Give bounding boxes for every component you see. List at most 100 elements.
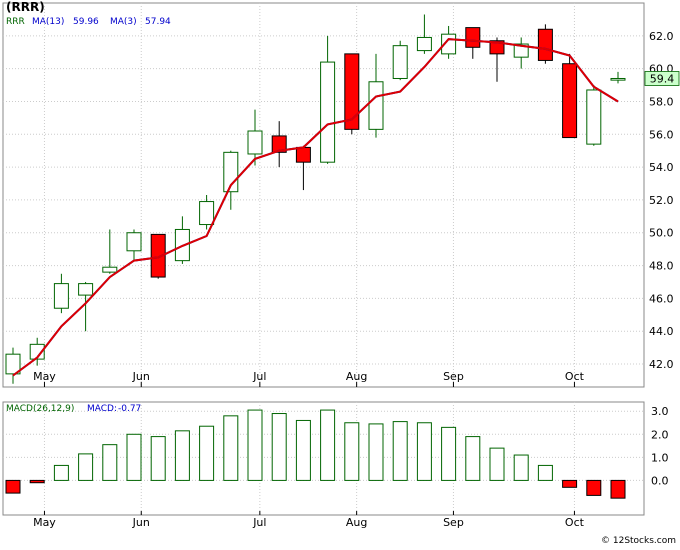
macd-bar-negative <box>586 479 602 496</box>
macd-bar <box>150 436 166 481</box>
price-y-tick-label: 52.0 <box>649 194 674 207</box>
macd-x-tick-label: Jun <box>132 516 150 529</box>
candle-body-up <box>5 353 21 375</box>
price-y-axis: 42.044.046.048.050.052.054.056.058.060.0… <box>649 30 674 371</box>
macd-bar <box>174 430 190 481</box>
candle <box>513 37 529 69</box>
price-x-tick-label: Aug <box>346 370 367 383</box>
candle-body-up <box>53 283 69 309</box>
macd-bar <box>102 444 118 481</box>
macd-bar <box>295 419 311 481</box>
copyright: © 12Stocks.com <box>601 536 676 546</box>
macd-bar <box>320 409 336 481</box>
macd-bar-negative <box>610 479 626 499</box>
ma3-line <box>12 38 619 377</box>
candle <box>344 53 360 135</box>
candle-body-down <box>537 28 553 61</box>
macd-bar <box>199 425 215 481</box>
macd-x-tick-label: Sep <box>443 516 464 529</box>
candle <box>102 229 118 274</box>
macd-legend-label: MACD(26,12,9) <box>6 404 74 414</box>
macd-bar <box>368 423 384 481</box>
macd-bar <box>513 454 529 481</box>
candle-body-down <box>489 40 505 55</box>
macd-bar <box>223 415 239 481</box>
chart-title: (RRR) <box>6 0 45 14</box>
macd-legend-value-label: MACD: <box>87 404 117 414</box>
macd-bar <box>344 422 360 481</box>
candle <box>29 337 45 366</box>
macd-bar-negative <box>5 479 21 494</box>
macd-y-tick-label: 0.0 <box>651 474 669 487</box>
macd-bars <box>5 409 626 499</box>
candle-body-up <box>126 232 142 252</box>
candle-body-up <box>416 36 432 52</box>
price-x-tick-label: Jun <box>132 370 150 383</box>
candle <box>586 85 602 146</box>
price-x-axis: May Jun Jul Aug Sep Oct <box>33 370 585 387</box>
candle-body-up <box>199 201 215 226</box>
candle <box>489 37 505 82</box>
candles <box>5 14 626 384</box>
candle-body-down <box>295 146 311 163</box>
candle <box>537 24 553 64</box>
candle-body-down <box>562 63 578 139</box>
candle-body-up <box>102 266 118 273</box>
price-x-tick-label: Sep <box>443 370 464 383</box>
price-x-tick-label: Jul <box>252 370 266 383</box>
candle <box>320 35 336 164</box>
candle-body-up <box>610 77 626 81</box>
candle-body-up <box>586 89 602 145</box>
current-price-tag <box>644 71 680 86</box>
candle-body-up <box>513 43 529 58</box>
price-y-tick-label: 56.0 <box>649 128 674 141</box>
macd-bar <box>537 464 553 481</box>
candle-body-down <box>465 27 481 48</box>
legend-ma3-label: MA(3) <box>110 17 137 27</box>
candle-body-down <box>271 135 287 153</box>
macd-y-tick-label: 1.0 <box>651 451 669 464</box>
price-x-tick-label: Oct <box>565 370 585 383</box>
macd-bar <box>53 464 69 481</box>
macd-bar <box>126 433 142 481</box>
price-y-tick-label: 46.0 <box>649 292 674 305</box>
candle <box>247 109 263 166</box>
current-price-label: 59.4 <box>650 72 675 85</box>
price-y-tick-label: 58.0 <box>649 95 674 108</box>
candle <box>53 273 69 314</box>
macd-y-tick-label: 3.0 <box>651 405 669 418</box>
candle <box>78 281 94 332</box>
macd-bar <box>247 409 263 481</box>
macd-y-axis: 0.0 1.0 2.0 3.0 <box>651 405 669 487</box>
candle <box>271 121 287 168</box>
macd-bar-negative <box>29 479 45 484</box>
macd-bar <box>489 447 505 481</box>
macd-bar <box>465 436 481 481</box>
candle <box>416 14 432 54</box>
candle <box>295 145 311 191</box>
macd-bar <box>271 413 287 481</box>
legend-ma3-value: 57.94 <box>145 17 171 27</box>
macd-x-tick-label: Jul <box>252 516 266 529</box>
candle-body-down <box>344 53 360 130</box>
candle-body-up <box>368 81 384 130</box>
candle-body-up <box>29 343 45 360</box>
legend-symbol: RRR <box>6 17 25 27</box>
price-y-tick-label: 62.0 <box>649 30 674 43</box>
candle <box>562 53 578 139</box>
price-y-tick-label: 50.0 <box>649 227 674 240</box>
price-x-tick-label: May <box>33 370 56 383</box>
macd-x-tick-label: Aug <box>346 516 367 529</box>
candle-body-up <box>320 61 336 163</box>
candle-body-up <box>78 283 94 296</box>
candle <box>199 195 215 230</box>
candle <box>392 40 408 81</box>
candle-body-up <box>392 45 408 79</box>
candle-body-up <box>247 130 263 155</box>
macd-legend-value: -0.77 <box>118 404 141 414</box>
legend-ma13-label: MA(13) <box>32 17 64 27</box>
price-y-tick-label: 44.0 <box>649 325 674 338</box>
macd-x-axis: May Jun Jul Aug Sep Oct <box>33 511 585 529</box>
